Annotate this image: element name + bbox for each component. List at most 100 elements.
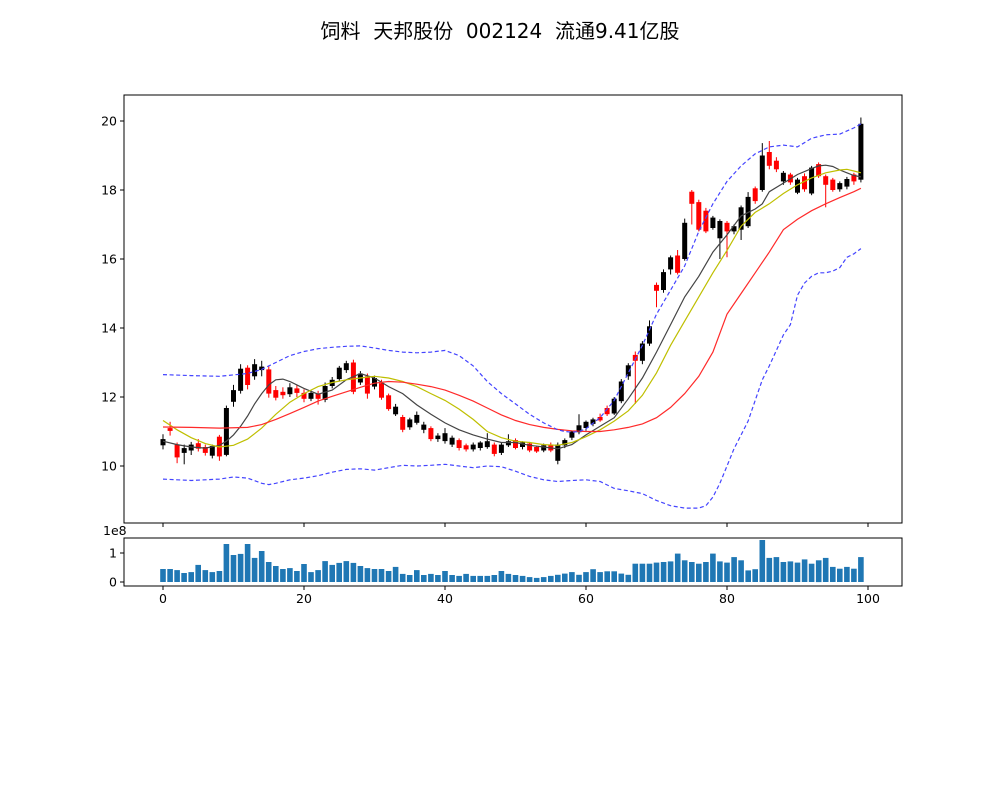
- volume-bar: [258, 551, 265, 582]
- candle: [498, 442, 504, 455]
- candle: [231, 384, 236, 407]
- volume-bar: [512, 575, 519, 582]
- volume-bar: [336, 562, 342, 582]
- volume-bar: [794, 562, 801, 582]
- volume-bar: [378, 569, 385, 582]
- chart-title: 饲料 天邦股份 002124 流通9.41亿股: [320, 19, 680, 43]
- volume-bar: [343, 561, 350, 582]
- candle: [386, 393, 392, 411]
- candle: [682, 218, 688, 261]
- volume-bar: [801, 559, 808, 582]
- candle: [837, 181, 843, 192]
- volume-bar: [273, 566, 279, 582]
- volume-bar: [724, 562, 730, 582]
- volume-bar: [773, 557, 780, 582]
- volume-bar: [181, 573, 187, 582]
- volume-bar: [294, 571, 300, 582]
- volume-bar: [625, 574, 632, 583]
- axes-frames: [123, 94, 903, 587]
- candles-layer: [160, 117, 864, 465]
- volume-xtick-label: 0: [159, 591, 167, 606]
- volume-bar: [237, 553, 244, 582]
- volume-bar: [329, 564, 335, 582]
- volume-bar: [583, 572, 589, 582]
- candle: [823, 174, 829, 208]
- candle: [463, 443, 469, 452]
- volume-bar: [406, 575, 413, 582]
- volume-bar: [287, 568, 293, 582]
- volume-bar: [745, 570, 751, 582]
- candle: [407, 417, 413, 430]
- volume-bar: [357, 566, 364, 582]
- volume-bar: [350, 562, 357, 582]
- volume-bar: [399, 573, 406, 582]
- candle: [661, 269, 666, 293]
- candle: [724, 221, 730, 258]
- volume-xtick-label: 100: [856, 591, 880, 606]
- volume-bar: [858, 557, 864, 582]
- volume-bar: [167, 569, 173, 582]
- candle: [717, 219, 723, 259]
- volume-bar: [555, 574, 561, 583]
- volume-bar: [822, 557, 829, 582]
- candle: [259, 360, 265, 377]
- volume-bar: [477, 575, 483, 582]
- main-ytick-label: 16: [101, 251, 117, 266]
- volume-bar: [611, 571, 617, 582]
- candle: [830, 177, 836, 192]
- volume-scale-offset-label: 1e8: [103, 523, 127, 538]
- overlay-lines-layer: [162, 123, 862, 509]
- volume-axes-frame: [123, 537, 903, 587]
- candle: [527, 441, 533, 453]
- volume-bar: [301, 564, 307, 582]
- volume-bar: [265, 562, 272, 582]
- volume-bar: [174, 570, 180, 582]
- volume-bar: [787, 561, 794, 582]
- volume-bar: [604, 571, 610, 582]
- candle: [484, 433, 490, 449]
- volume-bar: [371, 569, 378, 582]
- volume-bar: [280, 569, 286, 582]
- candle: [428, 426, 434, 442]
- bollinger-lower-line: [162, 248, 862, 509]
- candle: [477, 441, 483, 451]
- volume-bar: [392, 566, 399, 582]
- candle: [252, 359, 258, 380]
- volume-bar: [449, 575, 455, 582]
- candle: [160, 434, 166, 450]
- volume-bar: [251, 557, 258, 582]
- candle: [442, 428, 448, 444]
- volume-bar: [202, 570, 209, 582]
- candle: [745, 192, 751, 228]
- candle: [773, 157, 779, 173]
- volume-ytick-label: 1: [109, 545, 117, 560]
- candle: [245, 365, 251, 390]
- candle: [844, 176, 850, 190]
- candle: [858, 117, 864, 183]
- volume-bar: [435, 575, 441, 582]
- volume-bar: [498, 571, 505, 582]
- candle: [167, 421, 173, 436]
- candle: [238, 364, 244, 394]
- candle: [181, 444, 187, 465]
- volume-bar: [653, 562, 660, 582]
- candle: [435, 433, 441, 442]
- candle: [287, 383, 293, 397]
- volume-bar: [851, 568, 857, 582]
- volume-bar: [209, 572, 216, 582]
- volume-bar: [717, 561, 723, 582]
- volume-bar: [837, 568, 843, 582]
- candle: [294, 384, 300, 397]
- volume-bar: [188, 572, 194, 582]
- volume-bar: [540, 577, 547, 582]
- volume-bar: [519, 575, 526, 582]
- candle: [675, 250, 681, 275]
- volume-bar: [646, 563, 653, 582]
- volume-bar: [308, 572, 314, 582]
- candle: [520, 441, 525, 450]
- candle: [308, 390, 314, 402]
- ma-fast-line: [162, 164, 862, 450]
- candle: [696, 199, 702, 232]
